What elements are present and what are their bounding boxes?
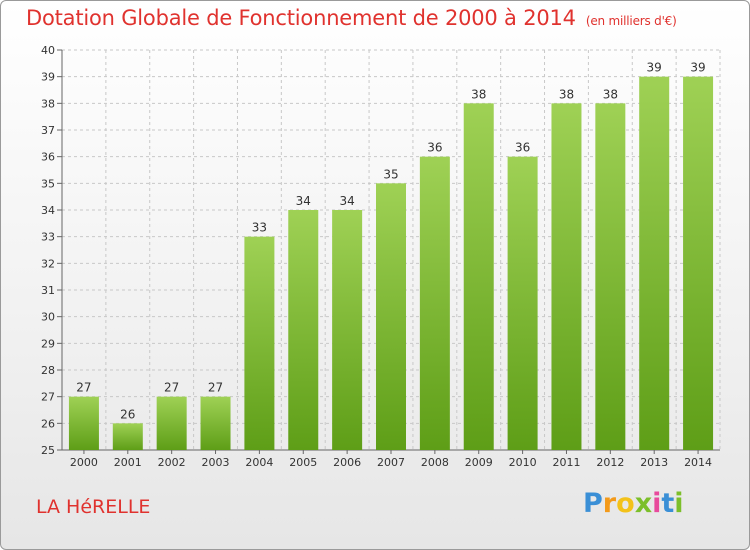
- bar: [200, 396, 231, 450]
- x-tick-labels: 2000 2001 2002 2003 2004 2005 2006 2007 2008 2009…: [70, 456, 712, 469]
- bar-value-label: 27: [208, 381, 223, 395]
- commune-name: LA HéRELLE: [36, 496, 151, 518]
- y-tick-label: 31: [41, 284, 55, 297]
- x-tick-label: 2009: [465, 456, 493, 469]
- bar: [463, 103, 494, 450]
- bar-value-label: 39: [690, 61, 705, 75]
- x-tick-label: 2005: [289, 456, 317, 469]
- bar-value-label: 34: [339, 194, 354, 208]
- x-tick-label: 2004: [245, 456, 273, 469]
- y-tick-label: 33: [41, 231, 55, 244]
- bar: [112, 423, 143, 450]
- y-tick-label: 28: [41, 364, 55, 377]
- bar: [376, 183, 406, 451]
- bar-value-label: 34: [296, 194, 311, 208]
- bar-value-label: 33: [252, 221, 267, 235]
- bar-value-label: 36: [515, 141, 530, 155]
- y-tick-label: 29: [41, 337, 55, 350]
- x-tick-label: 2007: [377, 456, 405, 469]
- bar-value-label: 38: [471, 87, 486, 101]
- bar: [639, 76, 670, 451]
- y-tick-label: 37: [41, 124, 55, 137]
- bar: [68, 396, 99, 450]
- y-tick-labels: 25 26 27 28 29 30 31 32 33 34 35 36 37 38 39 40: [41, 44, 55, 457]
- x-tick-label: 2013: [640, 456, 668, 469]
- bar-value-label: 35: [383, 167, 398, 181]
- chart-title-text: Dotation Globale de Fonctionnement de 20…: [26, 6, 576, 30]
- y-tick-label: 39: [41, 71, 55, 84]
- chart-unit: (en milliers d'€): [585, 14, 677, 28]
- chart-title: Dotation Globale de Fonctionnement de 20…: [26, 6, 677, 30]
- bar-value-label: 36: [427, 141, 442, 155]
- y-tick-label: 26: [41, 417, 55, 430]
- bar-value-label: 39: [647, 61, 662, 75]
- x-tick-label: 2014: [684, 456, 712, 469]
- proxiti-logo: Proxiti: [583, 488, 684, 519]
- x-tick-label: 2002: [158, 456, 186, 469]
- bars: [68, 76, 714, 451]
- bar: [332, 210, 363, 450]
- y-tick-label: 32: [41, 257, 55, 270]
- y-tick-label: 38: [41, 97, 55, 110]
- bar: [507, 156, 538, 450]
- y-tick-label: 40: [41, 44, 55, 57]
- bar-value-label: 38: [603, 87, 618, 101]
- x-tick-label: 2006: [333, 456, 361, 469]
- bar-value-label: 26: [120, 407, 135, 421]
- bar: [551, 103, 582, 450]
- bar: [419, 156, 450, 450]
- x-tick-label: 2011: [552, 456, 580, 469]
- bar: [683, 76, 714, 451]
- x-tick-label: 2000: [70, 456, 98, 469]
- x-tick-label: 2008: [421, 456, 449, 469]
- bar: [244, 236, 275, 450]
- y-tick-label: 25: [41, 444, 55, 457]
- x-tick-label: 2003: [202, 456, 230, 469]
- bar: [156, 396, 187, 450]
- x-tick-label: 2001: [114, 456, 142, 469]
- x-tick-label: 2010: [509, 456, 537, 469]
- x-tick-label: 2012: [596, 456, 624, 469]
- value-labels: 27 26 27 27 33 34 34 35 36 38 36 38 38 39 39: [76, 61, 705, 422]
- bar-value-label: 27: [164, 381, 179, 395]
- y-tick-label: 30: [41, 311, 55, 324]
- y-tick-label: 27: [41, 391, 55, 404]
- bar-value-label: 38: [559, 87, 574, 101]
- y-tick-label: 35: [41, 177, 55, 190]
- bar-value-label: 27: [76, 381, 91, 395]
- y-tick-label: 34: [41, 204, 55, 217]
- y-tick-label: 36: [41, 151, 55, 164]
- bar: [595, 103, 626, 450]
- bar: [288, 210, 319, 450]
